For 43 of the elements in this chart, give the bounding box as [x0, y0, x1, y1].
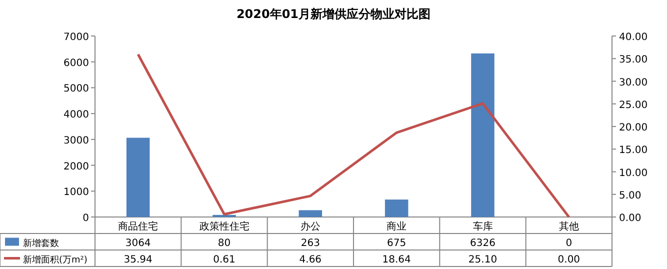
data-label: 3064 — [125, 238, 151, 249]
legend-label: 新增套数 — [23, 238, 59, 249]
data-label: 25.10 — [468, 254, 498, 266]
bar — [126, 138, 150, 217]
y2-tick-label: 30.00 — [619, 77, 648, 88]
y-tick-label: 0 — [82, 213, 89, 224]
chart-title: 2020年01月新增供应分物业对比图 — [236, 7, 431, 21]
x-tick-label: 车库 — [472, 220, 493, 232]
x-tick-label: 商业 — [386, 220, 407, 232]
y-tick-label: 1000 — [64, 187, 89, 198]
y-tick-label: 2000 — [64, 161, 89, 172]
y-tick-label: 4000 — [64, 110, 89, 121]
y-tick-label: 3000 — [64, 135, 89, 146]
data-label: 0.00 — [558, 254, 580, 266]
x-tick-label: 政策性住宅 — [199, 220, 250, 232]
data-label: 80 — [218, 238, 231, 249]
x-tick-label: 办公 — [300, 220, 320, 232]
data-label: 6326 — [470, 238, 496, 249]
y2-tick-label: 25.00 — [619, 100, 648, 111]
data-label: 18.64 — [382, 254, 411, 266]
x-tick-label: 其他 — [558, 220, 579, 232]
data-label: 35.94 — [124, 254, 152, 266]
y2-tick-label: 0.00 — [619, 213, 642, 224]
data-label: 4.66 — [299, 254, 322, 266]
x-tick-label: 商品住宅 — [118, 220, 158, 232]
y2-tick-label: 40.00 — [619, 32, 648, 43]
y2-tick-label: 5.00 — [619, 190, 642, 202]
y-tick-label: 7000 — [64, 32, 89, 43]
data-label: 263 — [300, 238, 320, 249]
line-series — [136, 53, 570, 218]
y-tick-label: 5000 — [64, 84, 89, 95]
y2-tick-label: 20.00 — [619, 122, 648, 134]
data-label: 0.61 — [213, 254, 236, 266]
y2-tick-label: 35.00 — [619, 54, 648, 66]
y2-tick-label: 10.00 — [619, 168, 648, 179]
legend-label: 新增面积(万m²) — [23, 254, 88, 266]
bar — [298, 210, 322, 217]
y-tick-label: 6000 — [64, 58, 89, 69]
bar — [384, 200, 408, 217]
data-label: 0 — [566, 238, 572, 249]
y2-tick-label: 15.00 — [619, 145, 648, 156]
bar — [471, 53, 494, 217]
data-label: 675 — [387, 238, 406, 249]
